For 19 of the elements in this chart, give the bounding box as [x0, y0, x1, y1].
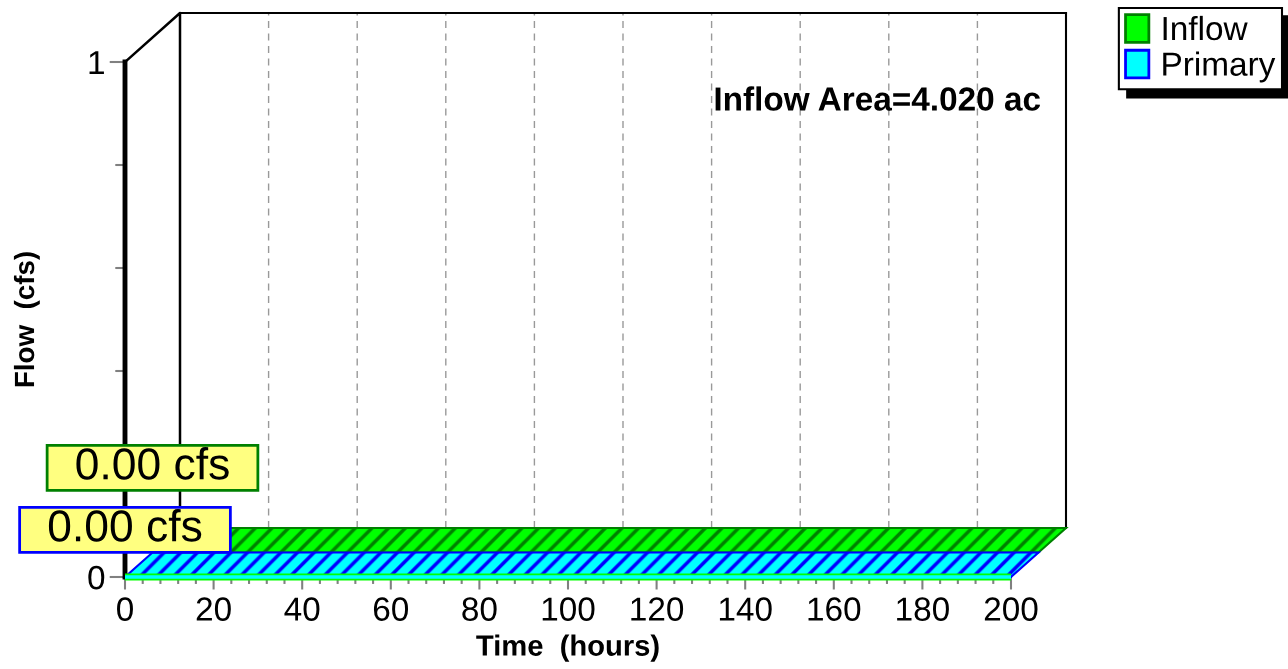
x-tick-label: 60 — [373, 597, 409, 621]
x-tick-label: 20 — [196, 597, 231, 621]
data-label: 0.00 cfs — [48, 509, 202, 542]
y-tick-label: 1 — [89, 51, 104, 75]
x-axis-title: Time (hours) — [476, 634, 659, 662]
x-tick-label: 200 — [984, 597, 1038, 621]
legend-label: Inflow — [1163, 15, 1248, 41]
x-tick-label: 160 — [808, 597, 861, 621]
x-tick-label: 40 — [284, 597, 320, 621]
x-tick-label: 100 — [542, 597, 595, 621]
legend-label: Primary — [1163, 51, 1276, 83]
annotation: Inflow Area=4.020 ac — [715, 86, 1041, 111]
x-tick-label: 0 — [117, 597, 133, 621]
y-axis-title: Flow (cfs) — [13, 252, 40, 387]
x-tick-label: 80 — [462, 597, 497, 621]
x-tick-label: 140 — [719, 597, 772, 621]
x-tick-label: 120 — [631, 597, 684, 621]
x-tick-label: 180 — [897, 597, 949, 621]
data-label: 0.00 cfs — [76, 447, 229, 480]
